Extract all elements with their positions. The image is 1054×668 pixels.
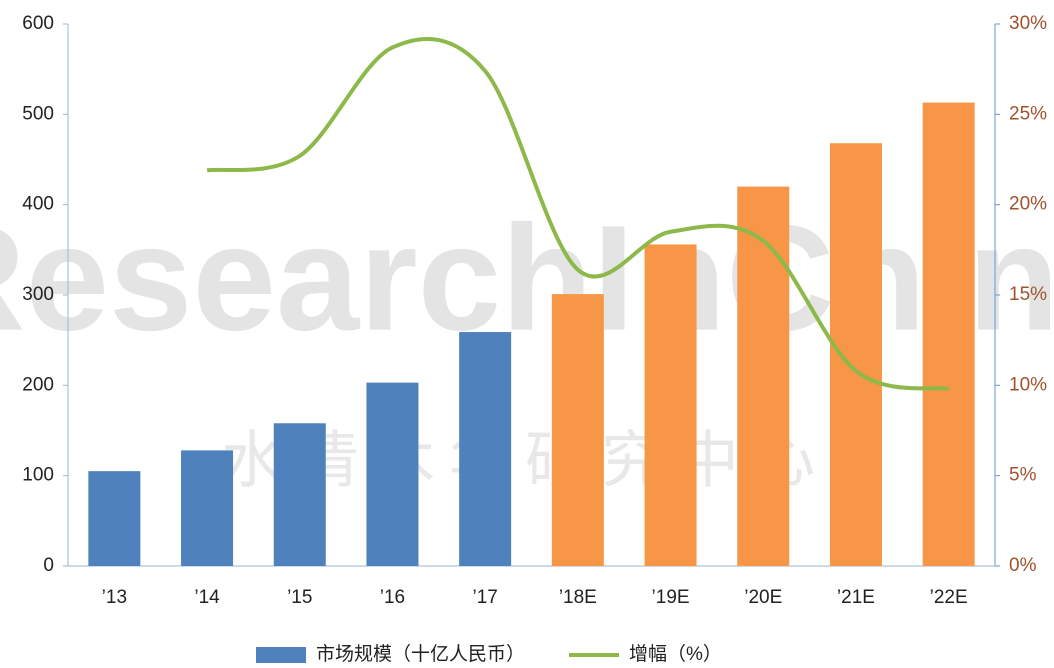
x-tick-label: ’20E	[744, 587, 782, 608]
y-tick-label: 600	[22, 13, 54, 34]
x-tick-label: ’16	[380, 587, 405, 608]
y-tick-label: 200	[22, 374, 54, 395]
x-tick-label: ’19E	[652, 587, 690, 608]
x-tick-label: ’21E	[837, 587, 875, 608]
line	[206, 36, 950, 391]
y2-tick-label: 10%	[1009, 374, 1047, 395]
legend-swatch	[256, 647, 306, 663]
y2-tick-label: 30%	[1009, 13, 1047, 34]
bar	[922, 102, 975, 566]
y-tick-label: 100	[22, 465, 54, 486]
bar	[366, 382, 419, 566]
bar	[181, 450, 234, 566]
x-tick-label: ’15	[287, 587, 312, 608]
x-tick-label: ’18E	[559, 587, 597, 608]
watermark: ResearchInChina	[0, 194, 1054, 362]
bar	[88, 471, 141, 566]
bar	[459, 332, 512, 566]
y-tick-label: 500	[22, 103, 54, 124]
x-tick-label: ’14	[194, 587, 220, 608]
legend-label: 市场规模（十亿人民币）	[316, 643, 525, 665]
y-tick-label: 300	[22, 284, 54, 305]
y2-tick-label: 15%	[1009, 284, 1047, 305]
y2-tick-label: 5%	[1009, 465, 1037, 486]
x-tick-label: ’22E	[930, 587, 968, 608]
y2-tick-label: 20%	[1009, 194, 1047, 215]
y2-tick-label: 25%	[1009, 103, 1047, 124]
legend-label: 增幅（%）	[629, 643, 722, 665]
bar	[273, 423, 326, 566]
x-tick-label: ’17	[472, 587, 497, 608]
bar	[551, 294, 604, 566]
x-tick-label: ’13	[102, 587, 127, 608]
y-tick-label: 400	[22, 194, 54, 215]
y2-tick-label: 0%	[1009, 555, 1037, 576]
bar	[737, 186, 790, 566]
bar	[644, 244, 697, 566]
bar	[829, 143, 882, 567]
y-tick-label: 0	[43, 555, 54, 576]
